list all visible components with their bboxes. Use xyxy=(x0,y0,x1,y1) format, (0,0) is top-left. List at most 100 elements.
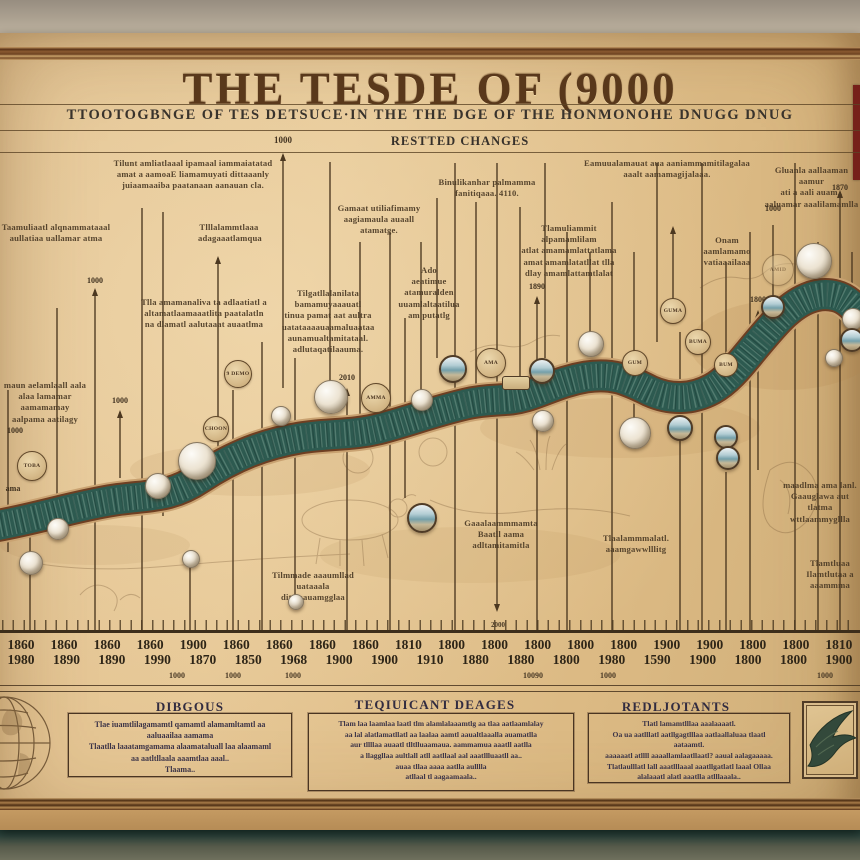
poster-bottom-border xyxy=(0,798,860,810)
axis-year: 1890 xyxy=(52,652,80,667)
photo-marker xyxy=(716,446,740,470)
photo-marker xyxy=(667,415,693,441)
pin-year-label: 1800 xyxy=(750,295,766,304)
panel-header-1: DIBGOUS xyxy=(155,699,225,714)
pearl-marker xyxy=(47,518,69,540)
axis-year-small: 1000 xyxy=(225,671,241,680)
photo-marker xyxy=(840,328,860,352)
poster-title: THE TESDE OF (9000 xyxy=(182,64,678,114)
pearl-marker xyxy=(182,550,200,568)
band-label: RESTTED CHANGES xyxy=(390,134,530,148)
table-surface xyxy=(0,826,860,860)
axis-year: 1860 xyxy=(265,637,293,652)
wall-background xyxy=(0,0,860,34)
header-rule xyxy=(0,152,860,153)
annotation: maun aelamlaall aala alaa lamamar aamama… xyxy=(3,380,87,424)
axis-year: 1900 xyxy=(825,652,853,667)
band-year-label: 1000 xyxy=(274,135,292,145)
pearl-marker xyxy=(619,417,651,449)
road-path xyxy=(0,276,860,544)
pearl-marker xyxy=(411,389,433,411)
pin-year-label: 1000 xyxy=(7,426,23,435)
pearl-marker xyxy=(271,406,291,426)
axis-year: 1860 xyxy=(136,637,164,652)
rect-marker xyxy=(502,376,530,390)
badge-marker: TOBA xyxy=(17,451,47,481)
axis-year: 1810 xyxy=(825,637,853,652)
axis-year-small: 1000 xyxy=(285,671,301,680)
axis-year-small: 10090 xyxy=(523,671,543,680)
axis-year: 1900 xyxy=(696,637,724,652)
pearl-marker xyxy=(825,349,843,367)
pearl-marker xyxy=(19,551,43,575)
panel-header-3: REDLJOTANTS xyxy=(621,699,731,714)
annotation: Ado aeatimue atamuralden uuamlaltaatilua… xyxy=(398,265,460,320)
axis-year: 1900 xyxy=(653,637,681,652)
annotation: Onam aamlamamo vatiaaailaaa xyxy=(703,235,751,268)
axis-year: 1590 xyxy=(643,652,671,667)
axis-year: 1900 xyxy=(689,652,717,667)
axis-year: 1860 xyxy=(222,637,250,652)
axis-year: 1880 xyxy=(507,652,535,667)
axis-arrow-label: 2000 xyxy=(491,621,505,629)
axis-year: 1980 xyxy=(598,652,626,667)
pin-year-label: 1000 xyxy=(765,204,781,213)
maroon-edge-strip xyxy=(853,85,860,180)
badge-marker: BUMA xyxy=(685,329,711,355)
pin-year-label: 1890 xyxy=(529,282,545,291)
axis-year: 1900 xyxy=(179,637,207,652)
photo-marker xyxy=(439,355,467,383)
pearl-marker xyxy=(288,594,304,610)
axis-ticks xyxy=(2,620,858,630)
axis-year-small: 1000 xyxy=(169,671,185,680)
badge-marker: AMMA xyxy=(361,383,391,413)
pin-year-label: 1000 xyxy=(87,276,103,285)
pearl-marker xyxy=(796,243,832,279)
poster-subtitle: TTOOTOGBNGE OF TES DETSUCE·IN THE THE DG… xyxy=(66,107,794,123)
bird-frame xyxy=(802,701,858,779)
pin-year-label: ama xyxy=(5,484,21,493)
axis-year: 1810 xyxy=(394,637,422,652)
annotation: maadlma ama lanl. Gaauglawa aut tlatma w… xyxy=(783,480,857,524)
axis-year: 1800 xyxy=(782,637,810,652)
badge-marker: CHOON xyxy=(203,416,229,442)
panel-body-3: Tlatl lamamtlllaa aaalaaaatl. Oa ua aatl… xyxy=(588,713,790,783)
axis-year: 1880 xyxy=(461,652,489,667)
header-rule xyxy=(0,104,860,105)
axis-year: 1900 xyxy=(325,652,353,667)
axis-year: 1800 xyxy=(552,652,580,667)
axis-year: 1800 xyxy=(481,637,509,652)
axis-year: 1860 xyxy=(50,637,78,652)
axis-year-row-1: 1860 1860 1860 1860 1900 1860 1860 1860 1860 1810… xyxy=(0,637,860,653)
pearl-marker xyxy=(532,410,554,432)
annotation: Gaaalaammmamta Baatll aama adltamitamitl… xyxy=(464,518,538,551)
axis-year: 1850 xyxy=(234,652,262,667)
panel-header-2: TEQIUICANT DEAGES xyxy=(354,697,516,712)
pin-year-label: 1870 xyxy=(832,183,848,192)
timeline-illustration xyxy=(0,153,860,630)
pearl-marker xyxy=(314,380,348,414)
axis-year: 1860 xyxy=(308,637,336,652)
globe-illustration xyxy=(0,696,51,790)
annotation: Taamuliaatl alqnammataaal aullatiaa uall… xyxy=(1,222,111,244)
timeline-poster: THE TESDE OF (9000 TTOOTOGBNGE OF TES DE… xyxy=(0,33,860,830)
badge-marker-faint: AMID xyxy=(762,254,794,286)
photo-marker xyxy=(407,503,437,533)
annotation: Tlaalammmalatl. aaamgawwlllitg xyxy=(602,533,670,555)
axis-year: 1990 xyxy=(143,652,171,667)
annotation: Tilmmade aaaumllad uataaala dita aauamgg… xyxy=(272,570,354,603)
annotation: Tilgatllalanilata bamamuyaaauatl tinua p… xyxy=(282,288,375,354)
annotation: Tlamuliammit alpamamlilam atlat amamamla… xyxy=(521,223,617,278)
poster-bottom-edge xyxy=(0,810,860,830)
pearl-marker xyxy=(178,442,216,480)
axis-year: 1800 xyxy=(437,637,465,652)
axis-year-small: 1000 xyxy=(817,671,833,680)
annotation: Eamuualamauat aua aaniammamitilagalaa aa… xyxy=(584,158,750,180)
panel-body-1: Tlae iuamtlilagamamtl qamamtl alamamltam… xyxy=(68,713,292,777)
photo-marker xyxy=(761,295,785,319)
badge-marker: GUM xyxy=(622,350,648,376)
axis-year: 1860 xyxy=(7,637,35,652)
pearl-marker xyxy=(578,331,604,357)
badge-marker: 9 DEMO xyxy=(224,360,252,388)
